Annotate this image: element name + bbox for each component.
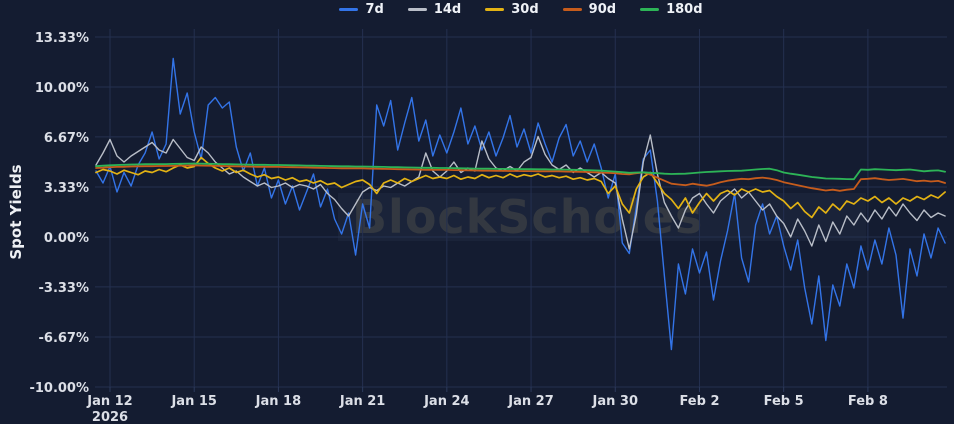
- x-tick-label: Jan 24: [423, 394, 469, 409]
- legend-swatch-90d: [562, 8, 582, 11]
- y-tick-label: 10.00%: [35, 81, 89, 96]
- y-tick-label: -6.67%: [39, 331, 90, 346]
- x-tick-label: Jan 12: [86, 394, 132, 409]
- y-axis-title: Spot Yields: [7, 164, 25, 260]
- y-tick-label: -3.33%: [39, 281, 90, 296]
- legend-swatch-180d: [640, 8, 660, 11]
- legend-label-30d: 30d: [511, 2, 539, 17]
- x-tick-label: Jan 18: [255, 394, 301, 409]
- x-tick-label: Jan 27: [507, 394, 553, 409]
- x-tick-label: Feb 8: [848, 394, 888, 409]
- legend-swatch-14d: [407, 8, 427, 11]
- x-tick-label: Jan 21: [339, 394, 385, 409]
- y-tick-label: 0.00%: [44, 231, 89, 246]
- y-tick-label: 13.33%: [35, 31, 89, 46]
- legend-item-14d[interactable]: 14d: [407, 2, 462, 17]
- legend-item-7d[interactable]: 7d: [339, 2, 384, 17]
- y-tick-label: -10.00%: [29, 381, 89, 396]
- legend-swatch-30d: [485, 8, 505, 11]
- x-tick-label: Jan 30: [592, 394, 638, 409]
- legend-label-180d: 180d: [666, 2, 703, 17]
- legend-label-14d: 14d: [433, 2, 462, 17]
- y-tick-label: 6.67%: [44, 131, 89, 146]
- legend-label-90d: 90d: [588, 2, 617, 17]
- legend-item-30d[interactable]: 30d: [485, 2, 539, 17]
- series-line-7d: [95, 57, 946, 351]
- legend-label-7d: 7d: [365, 2, 384, 17]
- x-tick-label: Feb 5: [764, 394, 804, 409]
- series-line-14d: [95, 134, 946, 250]
- chart-legend: 7d 14d 30d 90d 180d: [95, 3, 947, 16]
- y-tick-label: 3.33%: [44, 181, 89, 196]
- series-line-30d: [95, 156, 946, 219]
- legend-item-180d[interactable]: 180d: [640, 2, 703, 17]
- x-tick-label: Jan 15: [170, 394, 216, 409]
- x-tick-label: Feb 2: [679, 394, 719, 409]
- series-line-180d: [95, 162, 946, 181]
- legend-item-90d[interactable]: 90d: [562, 2, 617, 17]
- legend-swatch-7d: [339, 8, 359, 11]
- series-line-90d: [95, 164, 946, 192]
- x-tick-sublabel: 2026: [92, 410, 128, 424]
- watermark: BlockScholes: [352, 190, 704, 244]
